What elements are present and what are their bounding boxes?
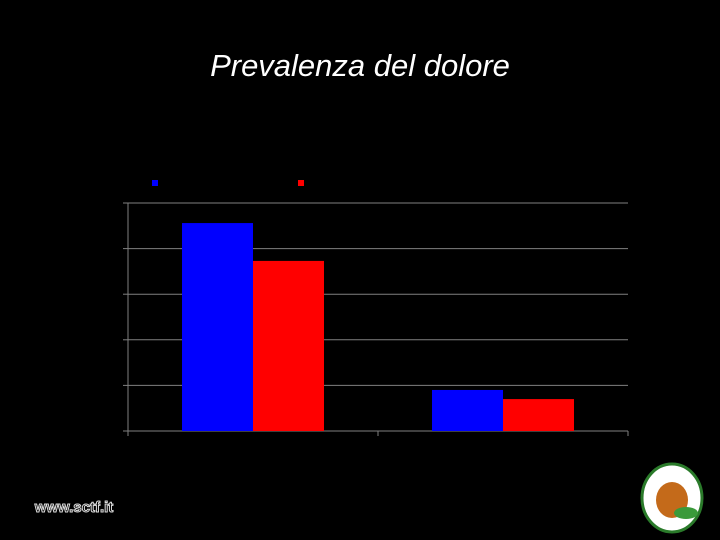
chart-title: Prevalenza del dolore — [210, 48, 510, 83]
legend-marker — [152, 180, 158, 186]
bar — [253, 260, 324, 431]
logo — [640, 462, 704, 534]
bar — [182, 223, 253, 431]
logo-ribbon — [674, 507, 698, 519]
bar — [503, 399, 574, 431]
legend-marker — [298, 180, 304, 186]
bar — [432, 389, 503, 431]
website: www.sctf.it — [34, 499, 114, 516]
